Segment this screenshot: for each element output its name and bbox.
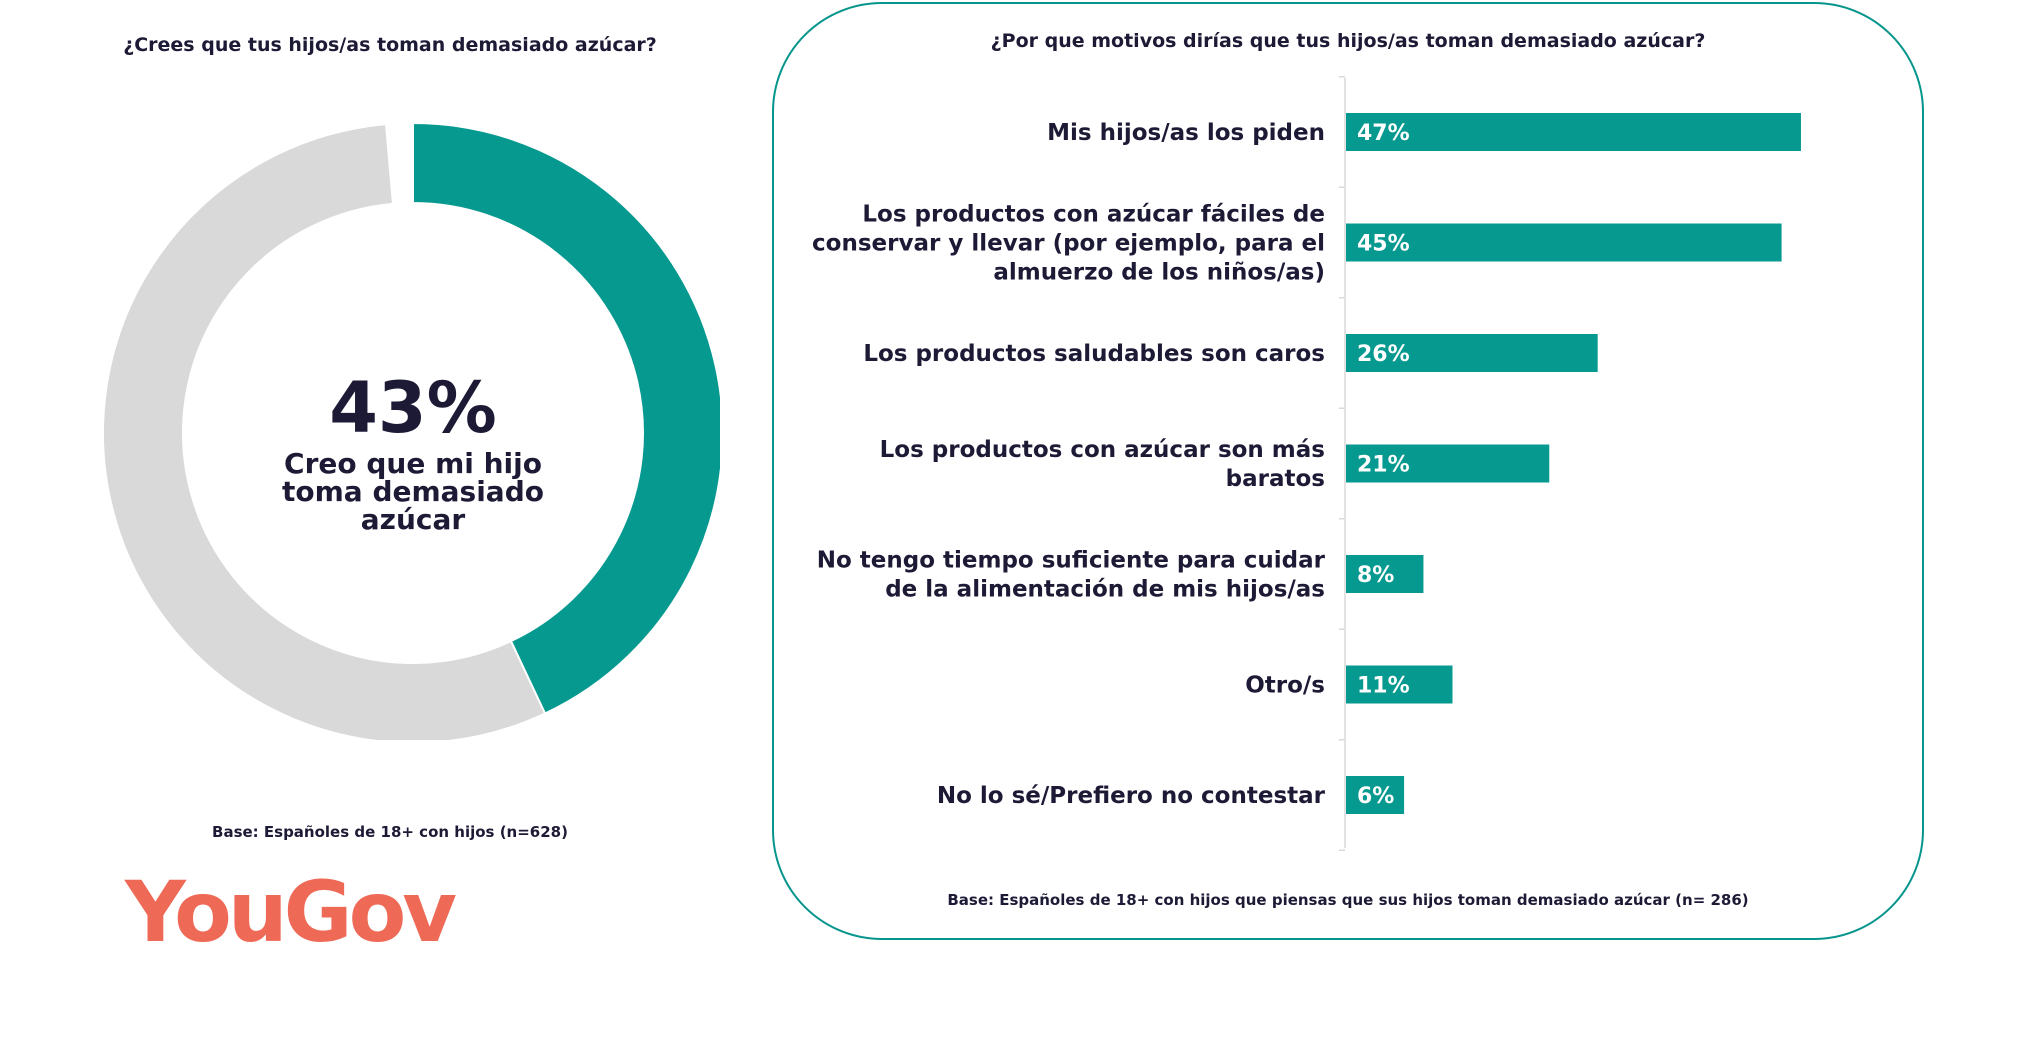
bar-chart: 47% Mis hijos/as los piden 45% Los producto… — [812, 76, 1801, 851]
donut-title: ¿Crees que tus hijos/as toman demasiado … — [123, 34, 657, 56]
yougov-logo: YouGov — [125, 863, 457, 961]
bar-value-label: 8% — [1357, 563, 1394, 588]
donut-chart — [102, 121, 720, 740]
reasons-panel — [772, 2, 1924, 940]
bar-chart-title: ¿Por que motivos dirías que tus hijos/as… — [990, 30, 1706, 52]
category-label: Los productos con azúcar fáciles de conse… — [812, 202, 1325, 286]
bar-value-label: 6% — [1357, 784, 1394, 809]
bar-value-label: 45% — [1357, 232, 1410, 257]
bar — [1346, 776, 1405, 814]
donut-value: 43% — [329, 367, 497, 449]
bar-value-label: 11% — [1357, 674, 1410, 699]
bar — [1346, 223, 1782, 262]
bar-chart-base-note: Base: Españoles de 18+ con hijos que pie… — [947, 891, 1749, 909]
bar-value-label: 47% — [1357, 121, 1410, 146]
bar — [1346, 665, 1453, 704]
bar-value-label: 26% — [1357, 342, 1410, 367]
category-label: Los productos con azúcar son más baratos — [880, 437, 1325, 492]
donut-slice-rest — [102, 123, 547, 740]
category-label: Los productos saludables son caros — [863, 341, 1325, 367]
bar — [1346, 555, 1424, 593]
category-label: Mis hijos/as los piden — [1047, 120, 1325, 146]
category-label: No lo sé/Prefiero no contestar — [937, 783, 1326, 809]
bar — [1346, 334, 1598, 372]
donut-slice-yes — [412, 121, 720, 715]
category-label: No tengo tiempo suficiente para cuidar de… — [817, 548, 1326, 603]
category-label: Otro/s — [1245, 673, 1325, 699]
donut-label: Creo que mi hijo toma demasiado azúcar — [282, 447, 544, 536]
bar — [1346, 444, 1550, 483]
bar-value-label: 21% — [1357, 453, 1410, 478]
donut-base-note: Base: Españoles de 18+ con hijos (n=628) — [212, 823, 568, 841]
bar — [1346, 113, 1801, 151]
